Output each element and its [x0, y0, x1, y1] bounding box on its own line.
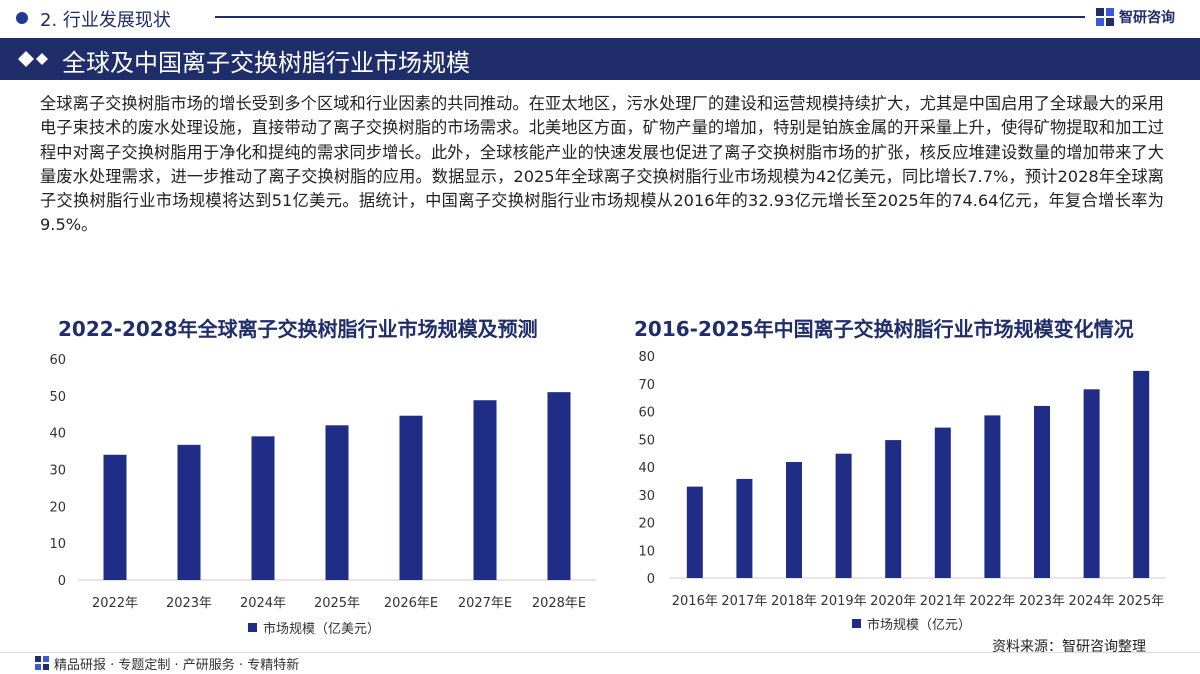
brand-logo: 智研咨询 [1095, 6, 1175, 28]
chart2-title: 2016-2025年中国离子交换树脂行业市场规模变化情况 [634, 317, 1134, 341]
chart2-legend-label: 市场规模（亿元） [867, 618, 972, 633]
x-tick-label: 2023年 [1019, 594, 1065, 609]
y-tick-label: 30 [49, 464, 66, 479]
y-tick-label: 60 [49, 353, 66, 368]
bar [399, 415, 423, 580]
diamond-icon [18, 51, 48, 67]
y-tick-label: 50 [49, 390, 66, 405]
y-tick-label: 60 [638, 406, 655, 421]
bar [473, 400, 497, 580]
bar [984, 415, 1001, 578]
bar [686, 486, 703, 578]
brand-mark-icon [1096, 8, 1114, 26]
top-header: 2. 行业发展现状 智研咨询 [0, 0, 1200, 36]
section-bullet-icon [16, 12, 28, 24]
y-tick-label: 50 [638, 433, 655, 448]
bar [325, 425, 349, 580]
x-tick-label: 2028年E [532, 596, 586, 611]
footer-rule [0, 652, 1200, 653]
bar [934, 427, 951, 578]
title-bar: 全球及中国离子交换树脂行业市场规模 [0, 38, 1200, 80]
x-tick-label: 2017年 [721, 594, 767, 609]
bar [547, 392, 571, 580]
bar [835, 453, 852, 578]
x-tick-label: 2027年E [458, 596, 512, 611]
x-tick-label: 2016年 [672, 594, 718, 609]
bar [1133, 370, 1150, 578]
intro-paragraph: 全球离子交换树脂市场的增长受到多个区域和行业因素的共同推动。在亚太地区，污水处理… [40, 94, 1164, 235]
chart1-legend: 市场规模（亿美元） [248, 618, 380, 637]
x-tick-label: 2021年 [920, 594, 966, 609]
chart1-global-market: 0 10 20 30 40 50 60 2022年 2023年 2024年 2025年 2026年E 2… [49, 353, 596, 611]
legend-swatch [248, 623, 257, 632]
y-tick-label: 30 [638, 489, 655, 504]
header-rule [215, 16, 1085, 18]
page-title: 全球及中国离子交换树脂行业市场规模 [62, 49, 470, 77]
x-tick-label: 2025年 [1118, 594, 1164, 609]
y-tick-label: 0 [647, 572, 655, 587]
x-tick-label: 2026年E [384, 596, 438, 611]
section-label: 2. 行业发展现状 [40, 10, 171, 31]
footer-logo-icon [35, 656, 49, 670]
y-tick-label: 70 [638, 378, 655, 393]
y-tick-label: 40 [49, 427, 66, 442]
y-tick-label: 10 [638, 544, 655, 559]
bar [103, 454, 127, 580]
y-tick-label: 40 [638, 461, 655, 476]
bar [1083, 389, 1100, 578]
x-tick-label: 2020年 [870, 594, 916, 609]
bar [177, 444, 201, 580]
footer-tagline: 精品研报 · 专题定制 · 产研服务 · 专精特新 [54, 658, 300, 673]
bar [786, 462, 802, 578]
x-tick-label: 2018年 [771, 594, 817, 609]
x-tick-label: 2024年 [1069, 594, 1115, 609]
x-tick-label: 2022年 [969, 594, 1015, 609]
y-tick-label: 20 [638, 517, 655, 532]
bar [1034, 405, 1050, 578]
chart1-legend-label: 市场规模（亿美元） [263, 622, 381, 637]
bar [736, 478, 753, 578]
x-tick-label: 2024年 [240, 596, 286, 611]
brand-name: 智研咨询 [1119, 10, 1175, 26]
bar [251, 436, 275, 580]
x-tick-label: 2023年 [166, 596, 212, 611]
y-tick-label: 0 [58, 574, 66, 589]
x-tick-label: 2025年 [314, 596, 360, 611]
y-tick-label: 20 [49, 500, 66, 515]
y-tick-label: 10 [49, 537, 66, 552]
bar [885, 440, 902, 578]
y-tick-label: 80 [638, 350, 655, 365]
source-note: 资料来源：智研咨询整理 [992, 639, 1146, 655]
legend-swatch [852, 619, 861, 628]
chart1-title: 2022-2028年全球离子交换树脂行业市场规模及预测 [58, 317, 538, 341]
x-tick-label: 2022年 [92, 596, 138, 611]
footer: 精品研报 · 专题定制 · 产研服务 · 专精特新 [0, 652, 1200, 674]
chart2-legend: 市场规模（亿元） [852, 614, 971, 633]
x-tick-label: 2019年 [821, 594, 867, 609]
